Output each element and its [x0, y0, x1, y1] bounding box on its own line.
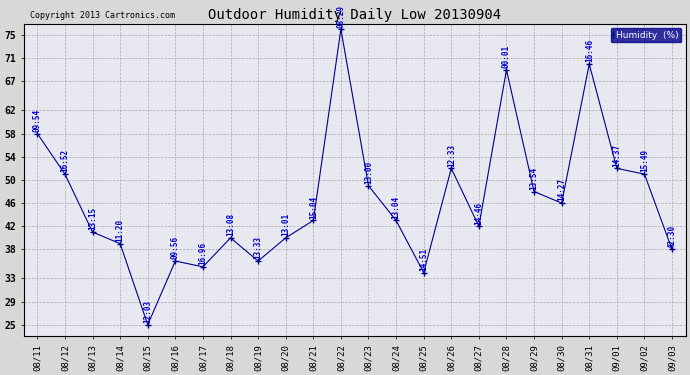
Text: 13:01: 13:01 [282, 213, 290, 236]
Text: 16:46: 16:46 [584, 39, 594, 62]
Title: Outdoor Humidity Daily Low 20130904: Outdoor Humidity Daily Low 20130904 [208, 8, 501, 22]
Text: 15:49: 15:49 [640, 149, 649, 172]
Text: 12:33: 12:33 [447, 144, 456, 166]
Text: Copyright 2013 Cartronics.com: Copyright 2013 Cartronics.com [30, 11, 175, 20]
Text: 16:96: 16:96 [199, 242, 208, 265]
Text: 13:33: 13:33 [254, 236, 263, 259]
Legend: Humidity  (%): Humidity (%) [611, 28, 681, 42]
Text: 14:37: 14:37 [612, 144, 622, 166]
Text: 13:00: 13:00 [364, 161, 373, 184]
Text: 14:51: 14:51 [420, 248, 428, 271]
Text: 14:27: 14:27 [557, 178, 566, 201]
Text: 08:29: 08:29 [337, 4, 346, 28]
Text: 13:08: 13:08 [226, 213, 235, 236]
Text: 15:04: 15:04 [309, 196, 318, 219]
Text: 16:52: 16:52 [61, 149, 70, 172]
Text: 42:30: 42:30 [667, 225, 676, 248]
Text: 09:56: 09:56 [171, 236, 180, 259]
Text: 12:03: 12:03 [144, 300, 152, 323]
Text: 09:54: 09:54 [33, 109, 42, 132]
Text: 13:04: 13:04 [392, 196, 401, 219]
Text: 13:54: 13:54 [529, 166, 539, 190]
Text: 14:46: 14:46 [474, 201, 484, 225]
Text: 13:15: 13:15 [88, 207, 97, 230]
Text: 11:20: 11:20 [116, 219, 125, 242]
Text: 00:01: 00:01 [502, 45, 511, 68]
